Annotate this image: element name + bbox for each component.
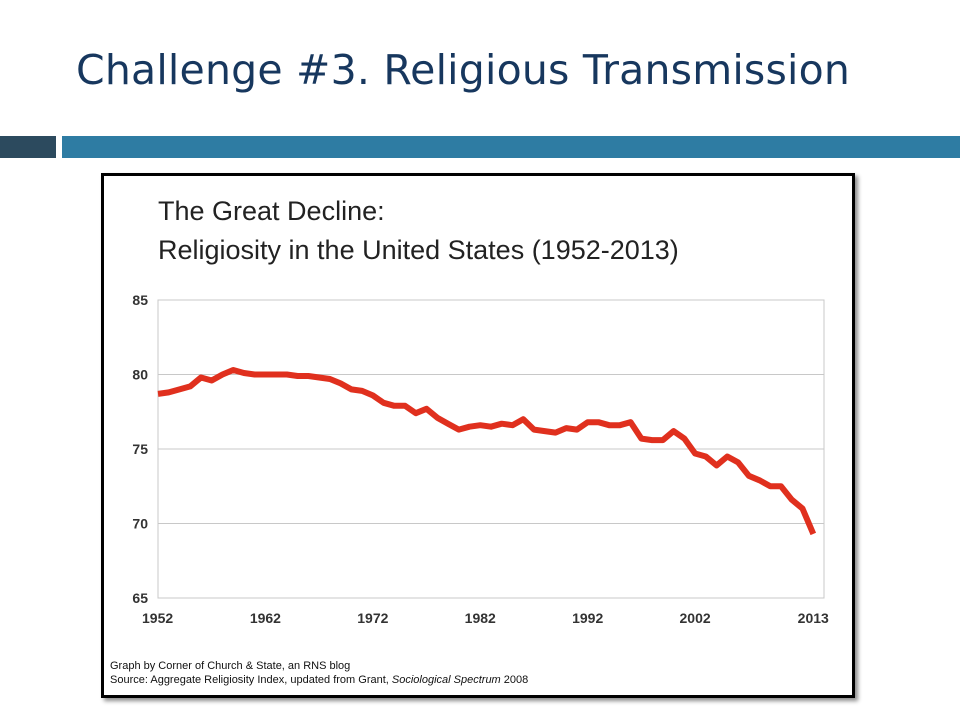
chart-frame: The Great Decline: Religiosity in the Un…	[101, 173, 855, 698]
series	[157, 367, 817, 536]
y-tick-label: 80	[132, 367, 148, 383]
source-notes: Graph by Corner of Church & State, an RN…	[110, 660, 528, 686]
title-accent-bar-light	[62, 136, 960, 158]
source-note-line: Graph by Corner of Church & State, an RN…	[110, 660, 350, 672]
y-tick-label: 85	[132, 292, 148, 308]
title-accent-bar-dark	[0, 136, 56, 158]
chart-subtitle: Religiosity in the United States (1952-2…	[158, 235, 679, 265]
source-note-line: Source: Aggregate Religiosity Index, upd…	[110, 674, 528, 686]
line-chart: The Great Decline: Religiosity in the Un…	[110, 196, 829, 686]
grid	[157, 299, 825, 599]
y-tick-label: 70	[132, 516, 148, 532]
x-tick-label: 2013	[798, 610, 829, 626]
x-tick-label: 1992	[572, 610, 603, 626]
x-tick-label: 2002	[680, 610, 711, 626]
chart-title: The Great Decline:	[158, 196, 385, 226]
series-line-religiosity	[157, 367, 817, 536]
x-tick-label: 1972	[357, 610, 388, 626]
slide-title: Challenge #3. Religious Transmission	[76, 46, 851, 94]
axis-ticks: 65 70 75 80 85 1952 1962 1972 1982 1992 2002 2013	[132, 292, 829, 626]
y-tick-label: 75	[132, 441, 148, 457]
x-tick-label: 1962	[250, 610, 281, 626]
y-tick-label: 65	[132, 590, 148, 606]
x-tick-label: 1982	[465, 610, 496, 626]
x-tick-label: 1952	[142, 610, 173, 626]
